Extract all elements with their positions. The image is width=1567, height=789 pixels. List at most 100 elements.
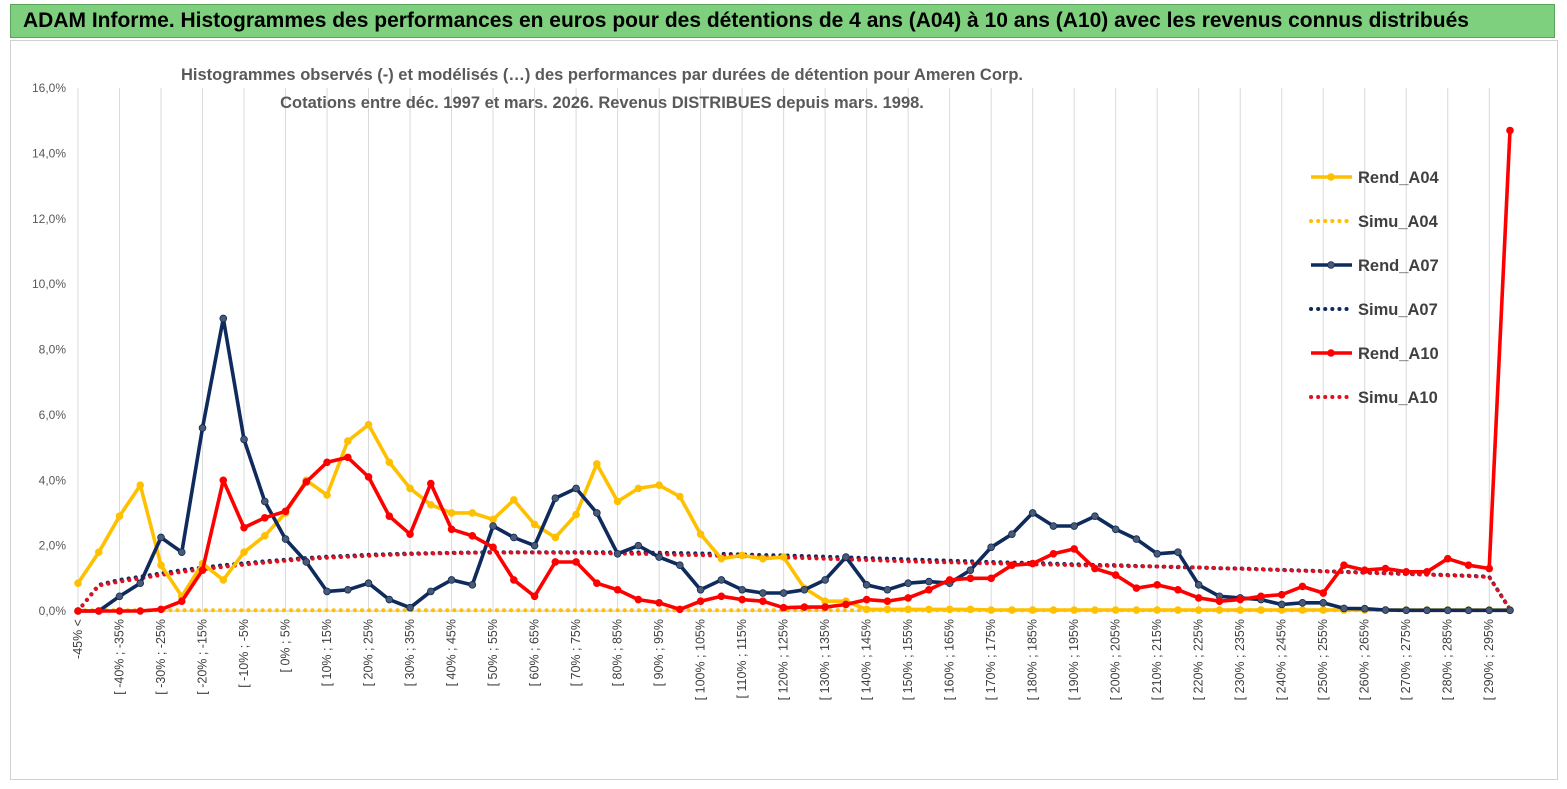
data-point (1236, 595, 1245, 604)
legend-marker (1327, 349, 1335, 357)
x-tick-label: [ 80% ; 85% (611, 619, 625, 686)
data-point (1381, 564, 1390, 573)
data-point (966, 566, 975, 574)
x-tick-label: [ 0% ; 5% (279, 619, 293, 673)
series-rend_a10 (74, 126, 1514, 615)
data-point (717, 554, 726, 563)
data-point (1319, 589, 1328, 597)
data-point (862, 581, 871, 589)
data-point (94, 607, 103, 615)
y-tick-label: 14,0% (32, 146, 66, 160)
data-point (1174, 585, 1182, 594)
data-point (966, 605, 975, 614)
x-tick-label: [ 270% ; 275% (1399, 619, 1413, 700)
data-point (613, 585, 622, 594)
data-point (427, 479, 435, 488)
data-point (821, 576, 829, 584)
data-point (1319, 599, 1328, 607)
legend-item-rend_a10: Rend_A10 (1311, 345, 1439, 363)
series-simu_a10 (76, 550, 1512, 613)
data-point (1070, 606, 1078, 614)
data-point (510, 533, 518, 542)
x-tick-label: [ 60% ; 65% (528, 619, 542, 686)
data-point (593, 460, 601, 468)
series-rend_a07 (74, 314, 1514, 615)
data-point (1257, 606, 1265, 614)
data-point (1111, 525, 1120, 534)
data-point (530, 541, 539, 550)
x-tick-label: [ 220% ; 225% (1192, 619, 1206, 700)
data-point (447, 509, 456, 517)
data-point (1028, 509, 1037, 517)
data-point (1132, 535, 1141, 543)
data-point (925, 585, 933, 594)
legend-label: Simu_A10 (1358, 389, 1438, 407)
x-tick-label: [ 90% ; 95% (652, 619, 666, 686)
x-tick-label: [ 280% ; 285% (1441, 619, 1455, 700)
data-point (219, 476, 228, 485)
x-tick-label: [ 180% ; 185% (1026, 619, 1040, 700)
data-point (1132, 606, 1141, 614)
x-tick-label: [ 290% ; 295% (1482, 619, 1496, 700)
data-point (136, 481, 145, 489)
data-point (883, 605, 892, 614)
data-point (1277, 600, 1286, 609)
x-tick-label: [ 140% ; 145% (860, 619, 874, 700)
data-point (593, 509, 601, 517)
data-point (1215, 597, 1224, 605)
data-point (323, 458, 331, 467)
legend-item-rend_a04: Rend_A04 (1311, 169, 1440, 187)
data-point (1360, 604, 1369, 613)
data-point (177, 597, 186, 605)
data-point (1236, 606, 1245, 614)
data-point (240, 523, 248, 532)
legend-item-simu_a07: Simu_A07 (1309, 301, 1438, 319)
data-point (157, 561, 165, 570)
data-point (406, 603, 414, 612)
data-point (655, 481, 663, 489)
x-tick-label: [ -10% ; -5% (237, 619, 251, 688)
data-point (240, 435, 248, 444)
data-point (1340, 561, 1348, 570)
data-point (1008, 561, 1016, 570)
x-tick-label: [ 150% ; 155% (901, 619, 915, 700)
data-point (157, 605, 165, 614)
data-point (551, 533, 560, 542)
data-point (115, 592, 124, 601)
data-point (302, 558, 311, 566)
x-tick-label: [ 130% ; 135% (818, 619, 832, 700)
data-point (198, 424, 207, 432)
y-tick-label: 10,0% (32, 277, 66, 291)
data-point (738, 595, 746, 604)
series-rend_a04 (74, 420, 1514, 614)
data-point (676, 561, 684, 570)
data-point (406, 530, 414, 538)
legend-item-simu_a10: Simu_A10 (1309, 389, 1438, 407)
legend-marker (1327, 261, 1335, 269)
data-point (634, 595, 643, 604)
series-layer (74, 126, 1514, 615)
data-point (1070, 545, 1078, 553)
y-tick-label: 6,0% (39, 408, 67, 422)
data-point (510, 496, 518, 504)
data-point (157, 533, 165, 542)
data-point (1506, 606, 1514, 615)
data-point (489, 543, 497, 552)
x-tick-label: [ 30% ; 35% (403, 619, 417, 686)
data-point (1049, 606, 1058, 614)
data-point (1298, 582, 1307, 591)
data-point (1049, 549, 1058, 558)
data-point (281, 535, 290, 543)
data-point (1423, 567, 1431, 576)
data-point (779, 553, 788, 561)
data-point (904, 579, 912, 588)
data-point (364, 420, 373, 429)
x-tick-label: [ -40% ; -35% (113, 619, 127, 695)
data-point (904, 594, 912, 602)
data-point (260, 532, 269, 540)
x-tick-label: [ -30% ; -25% (154, 619, 168, 695)
data-point (1070, 522, 1078, 530)
data-point (343, 585, 352, 594)
x-tick-label: [ 120% ; 125% (777, 619, 791, 700)
